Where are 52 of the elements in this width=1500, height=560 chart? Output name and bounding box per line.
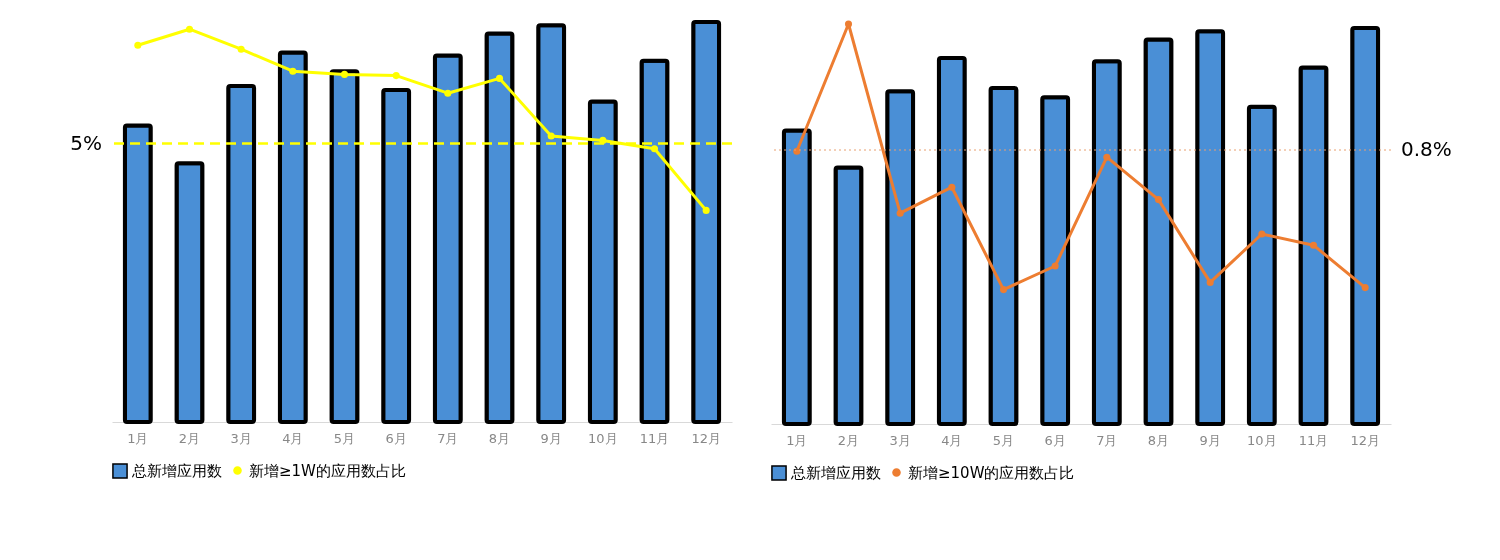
point [650,145,659,153]
point [185,25,194,33]
x-tick-label: 5月 [333,430,356,446]
x-tick-label: 2月 [178,430,201,446]
point [1051,262,1059,270]
legend-label: 新增≥1W的应用数占比 [249,461,406,480]
point [134,41,142,49]
x-tick-label: 11月 [1298,432,1329,448]
point [289,67,297,75]
x-tick-label: 10月 [588,430,618,446]
point [1309,241,1318,249]
x-tick-label: 6月 [385,430,407,446]
x-tick-label: 8月 [488,430,511,446]
legend-label: 新增≥10W的应用数占比 [908,463,1075,482]
point [392,72,400,80]
x-tick-label: 3月 [889,432,911,448]
x-tick-label: 1月 [127,430,149,446]
x-tick-label: 4月 [941,432,963,448]
point [444,89,452,97]
point [896,209,904,217]
x-tick-label: 7月 [1096,432,1118,448]
x-tick-label: 12月 [1350,432,1380,448]
point [844,20,853,28]
x-tick-label: 12月 [691,430,721,446]
point [495,74,504,82]
x-tick-label: 6月 [1044,432,1066,448]
x-tick-label: 2月 [837,432,860,448]
point [1154,196,1163,204]
x-tick-label: 11月 [639,430,670,446]
point [999,286,1008,294]
x-tick-label: 7月 [437,430,459,446]
point [1361,284,1369,292]
point [1258,230,1266,238]
legend-label: 总新增应用数 [790,464,881,482]
x-tick-label: 9月 [540,430,562,446]
x-tick-label: 5月 [992,432,1015,448]
point [948,183,956,191]
x-tick-label: 10月 [1247,432,1277,448]
point [340,70,349,78]
x-tick-label: 1月 [786,432,808,448]
text: 5% [70,130,102,155]
point [547,132,555,140]
x-tick-label: 9月 [1199,432,1221,448]
point [1206,278,1214,286]
x-tick-label: 3月 [230,430,252,446]
legend-label: 总新增应用数 [131,462,222,480]
x-tick-label: 4月 [282,430,304,446]
text: 0.8% [1401,137,1452,161]
x-tick-label: 8月 [1147,432,1170,448]
point [1103,153,1111,161]
point [237,45,245,53]
point [702,206,710,214]
